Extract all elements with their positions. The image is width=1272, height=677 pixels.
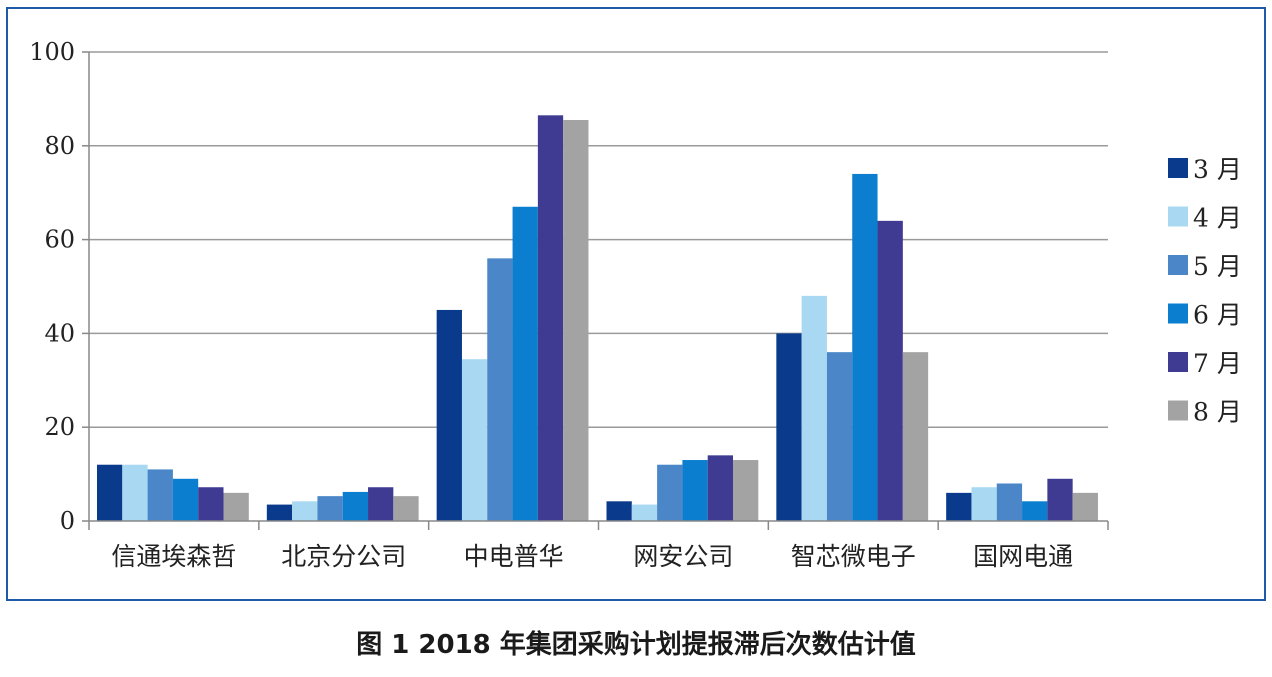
bar bbox=[317, 496, 343, 521]
x-category-label: 北京分公司 bbox=[281, 542, 406, 571]
bar bbox=[1022, 501, 1048, 521]
bar bbox=[971, 487, 997, 521]
y-tick-label: 20 bbox=[44, 413, 75, 441]
y-tick-label: 60 bbox=[44, 226, 75, 254]
bar bbox=[487, 258, 513, 521]
legend: 3 月 4 月 5 月 6 月 7 月 8 月 bbox=[1168, 155, 1242, 427]
bar bbox=[682, 460, 708, 521]
bar bbox=[147, 469, 173, 521]
bar bbox=[512, 206, 538, 521]
x-category-label: 智芯微电子 bbox=[791, 542, 916, 571]
bar bbox=[198, 487, 224, 521]
bar bbox=[606, 501, 632, 521]
y-tick-label: 0 bbox=[60, 507, 75, 535]
x-category-label: 网安公司 bbox=[633, 542, 733, 571]
bar bbox=[1047, 478, 1073, 521]
legend-label: 7 月 bbox=[1193, 349, 1242, 378]
figure-caption: 图 1 2018 年集团采购计划提报滞后次数估计值 bbox=[356, 630, 916, 660]
bar bbox=[657, 464, 683, 521]
bar bbox=[631, 504, 658, 521]
bar bbox=[537, 115, 564, 521]
bar bbox=[266, 504, 293, 521]
bar bbox=[461, 359, 488, 521]
x-category-label: 国网电通 bbox=[973, 542, 1073, 571]
x-category-label: 中电普华 bbox=[464, 542, 564, 571]
legend-label: 6 月 bbox=[1193, 301, 1242, 330]
legend-swatch bbox=[1168, 400, 1188, 421]
bar bbox=[733, 460, 759, 521]
legend-swatch bbox=[1168, 158, 1188, 178]
legend-label: 8 月 bbox=[1193, 398, 1242, 427]
bar bbox=[436, 309, 462, 521]
legend-label: 3 月 bbox=[1193, 155, 1242, 184]
y-tick-label: 100 bbox=[29, 38, 75, 66]
bar bbox=[122, 464, 148, 521]
bar bbox=[852, 173, 878, 521]
bars bbox=[97, 115, 1098, 521]
bar bbox=[368, 487, 394, 521]
bar bbox=[877, 220, 903, 521]
bar bbox=[776, 333, 802, 521]
legend-swatch bbox=[1168, 352, 1188, 372]
legend-label: 4 月 bbox=[1193, 204, 1242, 233]
x-category-label: 信通埃森哲 bbox=[111, 542, 236, 571]
bar bbox=[97, 464, 123, 521]
bar bbox=[996, 483, 1023, 521]
bar bbox=[393, 496, 419, 521]
bar bbox=[801, 295, 827, 521]
bar bbox=[902, 352, 929, 521]
bar bbox=[1072, 492, 1098, 521]
legend-swatch bbox=[1168, 303, 1188, 324]
y-tick-label: 40 bbox=[44, 319, 75, 347]
y-tick-label: 80 bbox=[44, 132, 75, 160]
axes: 0 20 40 60 80 100 信通埃森哲 北京分公司 中电普华 网安公司 智芯微电子 国网电通 bbox=[29, 38, 1109, 571]
bar bbox=[826, 352, 853, 521]
legend-swatch bbox=[1168, 255, 1188, 275]
legend-swatch bbox=[1168, 206, 1188, 227]
bar bbox=[707, 455, 733, 521]
bar bbox=[223, 492, 249, 521]
legend-label: 5 月 bbox=[1193, 252, 1242, 281]
bar bbox=[946, 492, 972, 521]
bar bbox=[342, 491, 369, 521]
bar bbox=[172, 478, 199, 521]
bar bbox=[292, 501, 318, 521]
gridlines bbox=[89, 51, 1108, 428]
bar bbox=[563, 120, 589, 521]
